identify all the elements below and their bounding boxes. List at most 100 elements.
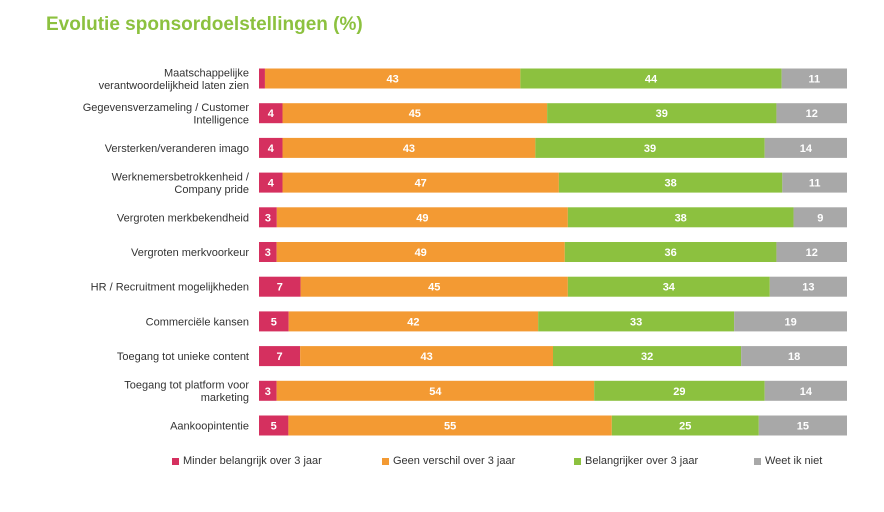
data-label: 3 xyxy=(265,212,271,224)
bar-segment xyxy=(259,207,277,228)
data-label: 14 xyxy=(800,143,813,155)
category-label-line: Toegang tot platform voor xyxy=(124,380,249,392)
bar-segment xyxy=(734,311,847,332)
bar-segment xyxy=(259,103,283,124)
bar-segment xyxy=(282,103,548,124)
data-label: 19 xyxy=(784,316,796,328)
category-label-line: marketing xyxy=(201,392,249,404)
bar-segment xyxy=(288,415,612,436)
data-label: 25 xyxy=(679,421,691,433)
legend-label: Geen verschil over 3 jaar xyxy=(393,455,516,467)
data-label: 29 xyxy=(673,386,685,398)
category-label: Toegang tot platform voor marketing xyxy=(124,380,249,405)
data-label: 12 xyxy=(806,108,818,120)
bar-segment xyxy=(282,172,559,193)
legend-swatch xyxy=(382,457,389,465)
data-label: 43 xyxy=(403,143,415,155)
data-label: 11 xyxy=(809,74,821,86)
data-label: 9 xyxy=(817,212,823,224)
data-label: 3 xyxy=(265,386,271,398)
bar-segment xyxy=(276,380,595,401)
legend-item: Belangrijker over 3 jaar xyxy=(574,455,698,467)
category-label: HR / Recruitment mogelijkheden xyxy=(91,282,249,294)
bar-segment xyxy=(782,172,847,193)
legend-swatch xyxy=(172,457,179,465)
bar-segment xyxy=(567,207,794,228)
category-label-line: Intelligence xyxy=(193,114,249,126)
category-label: Vergroten merkbekendheid xyxy=(117,212,249,224)
data-label: 4 xyxy=(268,178,275,190)
bar-segment xyxy=(567,276,770,297)
category-label-line: HR / Recruitment mogelijkheden xyxy=(91,282,249,294)
bar-segment xyxy=(564,242,777,262)
data-label: 4 xyxy=(268,108,275,120)
bar-segment xyxy=(300,276,568,297)
bar-segment xyxy=(300,346,553,367)
bar-segment xyxy=(259,415,289,436)
chart-legend: Minder belangrijk over 3 jaar Geen versch… xyxy=(0,452,884,472)
data-label: 4 xyxy=(268,143,275,155)
category-label: Maatschappelijke verantwoordelijkheid lat… xyxy=(99,67,249,92)
bar-segment xyxy=(288,311,539,332)
data-label: 34 xyxy=(663,282,676,294)
legend-swatch xyxy=(574,457,581,465)
bar-segment xyxy=(259,276,301,297)
bar-segment xyxy=(741,346,847,367)
data-label: 38 xyxy=(664,178,676,190)
legend-item: Geen verschil over 3 jaar xyxy=(382,455,515,467)
bar-segment xyxy=(776,242,847,262)
data-label: 36 xyxy=(664,247,676,259)
bar-segment xyxy=(553,346,742,367)
data-label: 7 xyxy=(277,351,283,363)
bar-segment xyxy=(259,137,283,158)
category-label-line: Maatschappelijke xyxy=(164,67,249,79)
legend-item: Weet ik niet xyxy=(754,455,822,467)
data-label: 42 xyxy=(407,316,419,328)
bar-segment xyxy=(776,103,847,124)
chart-title: Evolutie sponsordoelstellingen (%) xyxy=(46,14,363,35)
category-label-line: Vergroten merkvoorkeur xyxy=(131,247,249,259)
data-label: 47 xyxy=(415,178,427,190)
data-label: 12 xyxy=(806,247,818,259)
category-label-line: Commerciële kansen xyxy=(146,316,249,328)
bar-segment xyxy=(282,137,536,158)
bar-segment xyxy=(594,380,765,401)
legend-label: Minder belangrijk over 3 jaar xyxy=(183,455,322,467)
data-label: 7 xyxy=(277,282,283,294)
data-label: 11 xyxy=(809,178,821,190)
legend-swatch xyxy=(754,457,761,465)
bar-segment xyxy=(276,242,565,262)
category-label-line: Company pride xyxy=(174,184,249,196)
category-label-line: Toegang tot unieke content xyxy=(117,351,249,363)
bar-segment xyxy=(547,103,777,124)
data-label: 45 xyxy=(409,108,421,120)
category-label: Gegevensverzameling / Customer Intelligen… xyxy=(83,102,250,127)
legend-label: Belangrijker over 3 jaar xyxy=(585,455,699,467)
data-label: 18 xyxy=(788,351,800,363)
bar-segment xyxy=(259,68,265,89)
data-label: 13 xyxy=(802,282,814,294)
bar-segment xyxy=(769,276,847,297)
data-label: 32 xyxy=(641,351,653,363)
legend-item: Minder belangrijk over 3 jaar xyxy=(172,455,322,467)
bar-segment xyxy=(781,68,847,89)
data-label: 55 xyxy=(444,421,456,433)
bar-segment xyxy=(611,415,759,436)
bar-segment xyxy=(764,137,847,158)
bar-segment xyxy=(259,346,301,367)
bar-segment xyxy=(259,172,283,193)
category-label-line: Gegevensverzameling / Customer xyxy=(83,102,250,114)
data-label: 5 xyxy=(271,421,277,433)
bar-segment xyxy=(259,380,277,401)
data-label: 39 xyxy=(656,108,668,120)
bar-segment xyxy=(793,207,847,228)
category-label-line: verantwoordelijkheid laten zien xyxy=(99,80,249,92)
data-label: 33 xyxy=(630,316,642,328)
data-label: 38 xyxy=(675,212,687,224)
data-label: 54 xyxy=(429,386,442,398)
data-label: 43 xyxy=(387,74,399,86)
data-label: 5 xyxy=(271,316,277,328)
bar-segment xyxy=(535,137,765,158)
legend-label: Weet ik niet xyxy=(765,455,823,467)
